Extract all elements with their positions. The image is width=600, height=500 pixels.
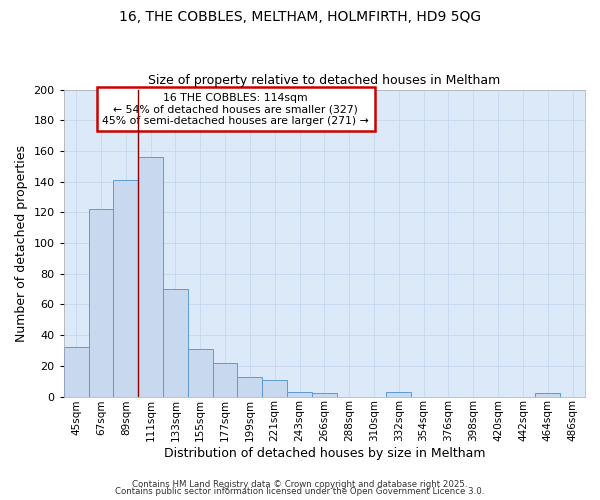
Bar	[113, 180, 138, 396]
Bar	[64, 348, 89, 397]
Text: 16 THE COBBLES: 114sqm
← 54% of detached houses are smaller (327)
45% of semi-de: 16 THE COBBLES: 114sqm ← 54% of detached…	[103, 92, 369, 126]
X-axis label: Distribution of detached houses by size in Meltham: Distribution of detached houses by size …	[164, 447, 485, 460]
Bar	[138, 157, 163, 396]
Bar	[238, 376, 262, 396]
Bar	[535, 394, 560, 396]
Bar	[163, 289, 188, 397]
Title: Size of property relative to detached houses in Meltham: Size of property relative to detached ho…	[148, 74, 500, 87]
Text: 16, THE COBBLES, MELTHAM, HOLMFIRTH, HD9 5QG: 16, THE COBBLES, MELTHAM, HOLMFIRTH, HD9…	[119, 10, 481, 24]
Bar	[262, 380, 287, 396]
Bar	[287, 392, 312, 396]
Text: Contains HM Land Registry data © Crown copyright and database right 2025.: Contains HM Land Registry data © Crown c…	[132, 480, 468, 489]
Bar	[386, 392, 411, 396]
Text: Contains public sector information licensed under the Open Government Licence 3.: Contains public sector information licen…	[115, 488, 485, 496]
Bar	[212, 363, 238, 396]
Y-axis label: Number of detached properties: Number of detached properties	[15, 144, 28, 342]
Bar	[188, 349, 212, 397]
Bar	[89, 210, 113, 396]
Bar	[312, 394, 337, 396]
